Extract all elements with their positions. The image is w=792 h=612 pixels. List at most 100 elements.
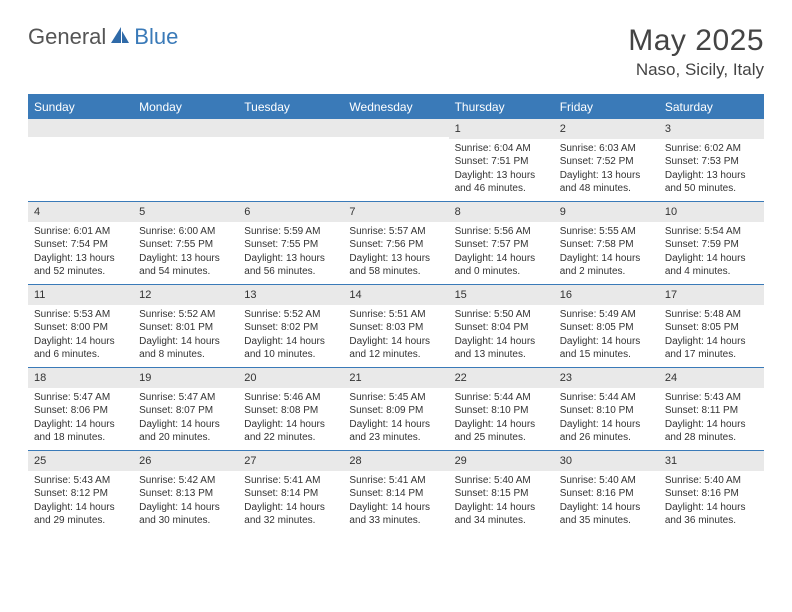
detail-line: and 13 minutes. — [455, 348, 548, 362]
calendar-cell: 2Sunrise: 6:03 AMSunset: 7:52 PMDaylight… — [554, 119, 659, 201]
detail-line: and 4 minutes. — [665, 265, 758, 279]
detail-line: Daylight: 14 hours — [560, 418, 653, 432]
detail-line: Daylight: 13 hours — [455, 169, 548, 183]
header: General Blue May 2025 Naso, Sicily, Ital… — [28, 24, 764, 80]
calendar-cell: 7Sunrise: 5:57 AMSunset: 7:56 PMDaylight… — [343, 202, 448, 284]
cell-body: Sunrise: 5:52 AMSunset: 8:01 PMDaylight:… — [133, 305, 238, 366]
day-header-fri: Friday — [554, 95, 659, 119]
calendar-cell — [28, 119, 133, 201]
detail-line: Sunrise: 5:44 AM — [560, 391, 653, 405]
detail-line: Daylight: 14 hours — [349, 501, 442, 515]
detail-line: Daylight: 14 hours — [244, 418, 337, 432]
weeks-container: 1Sunrise: 6:04 AMSunset: 7:51 PMDaylight… — [28, 119, 764, 533]
cell-body: Sunrise: 6:00 AMSunset: 7:55 PMDaylight:… — [133, 222, 238, 283]
detail-line: Sunrise: 5:43 AM — [665, 391, 758, 405]
detail-line: Daylight: 14 hours — [244, 335, 337, 349]
cell-body: Sunrise: 5:48 AMSunset: 8:05 PMDaylight:… — [659, 305, 764, 366]
calendar-cell: 10Sunrise: 5:54 AMSunset: 7:59 PMDayligh… — [659, 202, 764, 284]
detail-line: Sunset: 7:55 PM — [139, 238, 232, 252]
title-block: May 2025 Naso, Sicily, Italy — [628, 24, 764, 80]
cell-body: Sunrise: 5:50 AMSunset: 8:04 PMDaylight:… — [449, 305, 554, 366]
detail-line: and 36 minutes. — [665, 514, 758, 528]
cell-body — [133, 137, 238, 144]
calendar-week: 4Sunrise: 6:01 AMSunset: 7:54 PMDaylight… — [28, 201, 764, 284]
day-number: 18 — [28, 368, 133, 388]
cell-body: Sunrise: 6:04 AMSunset: 7:51 PMDaylight:… — [449, 139, 554, 200]
detail-line: Sunrise: 5:47 AM — [139, 391, 232, 405]
cell-body: Sunrise: 5:45 AMSunset: 8:09 PMDaylight:… — [343, 388, 448, 449]
detail-line: Sunset: 8:12 PM — [34, 487, 127, 501]
day-number: 28 — [343, 451, 448, 471]
calendar-cell: 3Sunrise: 6:02 AMSunset: 7:53 PMDaylight… — [659, 119, 764, 201]
cell-body: Sunrise: 5:52 AMSunset: 8:02 PMDaylight:… — [238, 305, 343, 366]
calendar-cell: 16Sunrise: 5:49 AMSunset: 8:05 PMDayligh… — [554, 285, 659, 367]
cell-body: Sunrise: 5:42 AMSunset: 8:13 PMDaylight:… — [133, 471, 238, 532]
calendar-cell: 27Sunrise: 5:41 AMSunset: 8:14 PMDayligh… — [238, 451, 343, 533]
cell-body: Sunrise: 5:40 AMSunset: 8:16 PMDaylight:… — [554, 471, 659, 532]
detail-line: and 2 minutes. — [560, 265, 653, 279]
cell-body: Sunrise: 5:51 AMSunset: 8:03 PMDaylight:… — [343, 305, 448, 366]
day-number: 6 — [238, 202, 343, 222]
day-header-sat: Saturday — [659, 95, 764, 119]
detail-line: and 52 minutes. — [34, 265, 127, 279]
day-number: 7 — [343, 202, 448, 222]
detail-line: Daylight: 13 hours — [139, 252, 232, 266]
cell-body: Sunrise: 5:47 AMSunset: 8:07 PMDaylight:… — [133, 388, 238, 449]
detail-line: Sunrise: 5:52 AM — [244, 308, 337, 322]
detail-line: and 50 minutes. — [665, 182, 758, 196]
detail-line: and 33 minutes. — [349, 514, 442, 528]
cell-body: Sunrise: 5:47 AMSunset: 8:06 PMDaylight:… — [28, 388, 133, 449]
detail-line: and 56 minutes. — [244, 265, 337, 279]
detail-line: Daylight: 13 hours — [34, 252, 127, 266]
calendar-week: 1Sunrise: 6:04 AMSunset: 7:51 PMDaylight… — [28, 119, 764, 201]
detail-line: Daylight: 14 hours — [139, 418, 232, 432]
cell-body — [343, 137, 448, 144]
detail-line: Sunrise: 5:52 AM — [139, 308, 232, 322]
detail-line: and 35 minutes. — [560, 514, 653, 528]
cell-body: Sunrise: 5:40 AMSunset: 8:15 PMDaylight:… — [449, 471, 554, 532]
detail-line: and 20 minutes. — [139, 431, 232, 445]
detail-line: Sunset: 7:51 PM — [455, 155, 548, 169]
calendar-cell: 9Sunrise: 5:55 AMSunset: 7:58 PMDaylight… — [554, 202, 659, 284]
calendar-cell: 14Sunrise: 5:51 AMSunset: 8:03 PMDayligh… — [343, 285, 448, 367]
cell-body: Sunrise: 5:59 AMSunset: 7:55 PMDaylight:… — [238, 222, 343, 283]
cell-body: Sunrise: 5:57 AMSunset: 7:56 PMDaylight:… — [343, 222, 448, 283]
calendar-week: 18Sunrise: 5:47 AMSunset: 8:06 PMDayligh… — [28, 367, 764, 450]
calendar-cell: 5Sunrise: 6:00 AMSunset: 7:55 PMDaylight… — [133, 202, 238, 284]
detail-line: Sunset: 7:57 PM — [455, 238, 548, 252]
detail-line: Daylight: 14 hours — [665, 335, 758, 349]
calendar-cell: 21Sunrise: 5:45 AMSunset: 8:09 PMDayligh… — [343, 368, 448, 450]
day-number — [28, 119, 133, 137]
detail-line: Daylight: 14 hours — [455, 335, 548, 349]
cell-body: Sunrise: 6:03 AMSunset: 7:52 PMDaylight:… — [554, 139, 659, 200]
detail-line: Sunrise: 5:41 AM — [244, 474, 337, 488]
day-number: 4 — [28, 202, 133, 222]
detail-line: Sunset: 8:02 PM — [244, 321, 337, 335]
detail-line: Sunrise: 5:47 AM — [34, 391, 127, 405]
detail-line: Sunset: 8:14 PM — [244, 487, 337, 501]
calendar-cell: 1Sunrise: 6:04 AMSunset: 7:51 PMDaylight… — [449, 119, 554, 201]
detail-line: Daylight: 14 hours — [244, 501, 337, 515]
day-number: 3 — [659, 119, 764, 139]
detail-line: Sunrise: 5:43 AM — [34, 474, 127, 488]
day-number: 29 — [449, 451, 554, 471]
cell-body: Sunrise: 5:40 AMSunset: 8:16 PMDaylight:… — [659, 471, 764, 532]
detail-line: Sunrise: 6:03 AM — [560, 142, 653, 156]
detail-line: Daylight: 14 hours — [665, 501, 758, 515]
detail-line: Sunrise: 5:55 AM — [560, 225, 653, 239]
day-number: 31 — [659, 451, 764, 471]
detail-line: Sunrise: 6:01 AM — [34, 225, 127, 239]
calendar: Sunday Monday Tuesday Wednesday Thursday… — [28, 94, 764, 533]
detail-line: Sunset: 8:10 PM — [455, 404, 548, 418]
day-header-sun: Sunday — [28, 95, 133, 119]
detail-line: Sunrise: 5:41 AM — [349, 474, 442, 488]
day-number: 24 — [659, 368, 764, 388]
detail-line: and 28 minutes. — [665, 431, 758, 445]
month-title: May 2025 — [628, 24, 764, 58]
detail-line: Sunrise: 6:02 AM — [665, 142, 758, 156]
detail-line: Sunrise: 5:59 AM — [244, 225, 337, 239]
day-header-mon: Monday — [133, 95, 238, 119]
day-number: 13 — [238, 285, 343, 305]
cell-body: Sunrise: 5:44 AMSunset: 8:10 PMDaylight:… — [449, 388, 554, 449]
calendar-cell: 20Sunrise: 5:46 AMSunset: 8:08 PMDayligh… — [238, 368, 343, 450]
